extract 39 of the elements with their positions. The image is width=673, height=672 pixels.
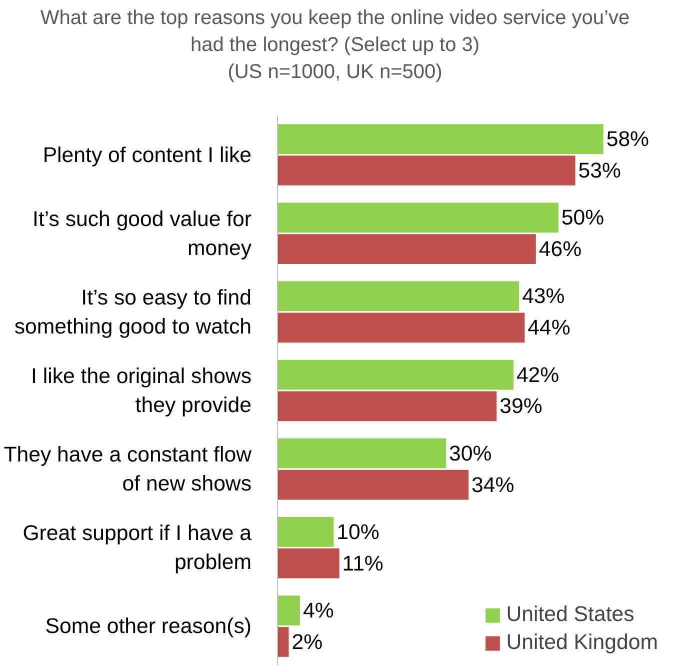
bar: [278, 517, 334, 547]
data-label: 43%: [522, 284, 565, 308]
y-tick-label: Great support if I have a problem: [22, 521, 252, 574]
y-tick-label: They have a constant flow of new shows: [4, 442, 252, 496]
data-label: 4%: [302, 598, 334, 622]
y-tick-label: Plenty of content I like: [42, 142, 252, 167]
y-tick-label: It’s so easy to find something good to watch: [14, 286, 252, 338]
legend-label: United Kingdom: [506, 630, 658, 655]
data-label: 30%: [449, 441, 492, 466]
data-label: 11%: [342, 551, 384, 576]
bar: [278, 470, 469, 500]
bar: [278, 548, 340, 578]
bar: [278, 596, 300, 626]
data-label: 58%: [606, 127, 650, 152]
data-label: 2%: [292, 630, 323, 654]
bar: [278, 124, 604, 154]
bar: [278, 202, 558, 233]
data-label: 46%: [538, 237, 582, 262]
bar: [278, 312, 525, 343]
data-label: 10%: [336, 520, 380, 544]
data-label: 50%: [561, 206, 604, 230]
chart-title: What are the top reasons you keep the online video service you’ve had the longest? (Select up to 3): [40, 7, 630, 56]
data-label: 53%: [578, 158, 621, 182]
data-label: 34%: [472, 472, 514, 497]
y-tick-label: I like the original shows they provide: [31, 364, 252, 417]
bar: [278, 391, 497, 422]
legend-label: United States: [506, 602, 634, 627]
bar: [278, 627, 289, 657]
y-tick-label: It’s such good value for money: [32, 206, 252, 260]
chart-subtitle: (US n=1000, UK n=500): [228, 61, 442, 83]
data-label: 44%: [528, 316, 570, 340]
bar: [278, 438, 446, 468]
bar: [278, 281, 520, 312]
y-tick-label: Some other reason(s): [45, 614, 252, 638]
bar: [278, 156, 576, 186]
data-label: 42%: [516, 362, 560, 387]
data-label: 39%: [500, 394, 542, 418]
bar: [278, 360, 514, 390]
bar: [278, 234, 536, 264]
